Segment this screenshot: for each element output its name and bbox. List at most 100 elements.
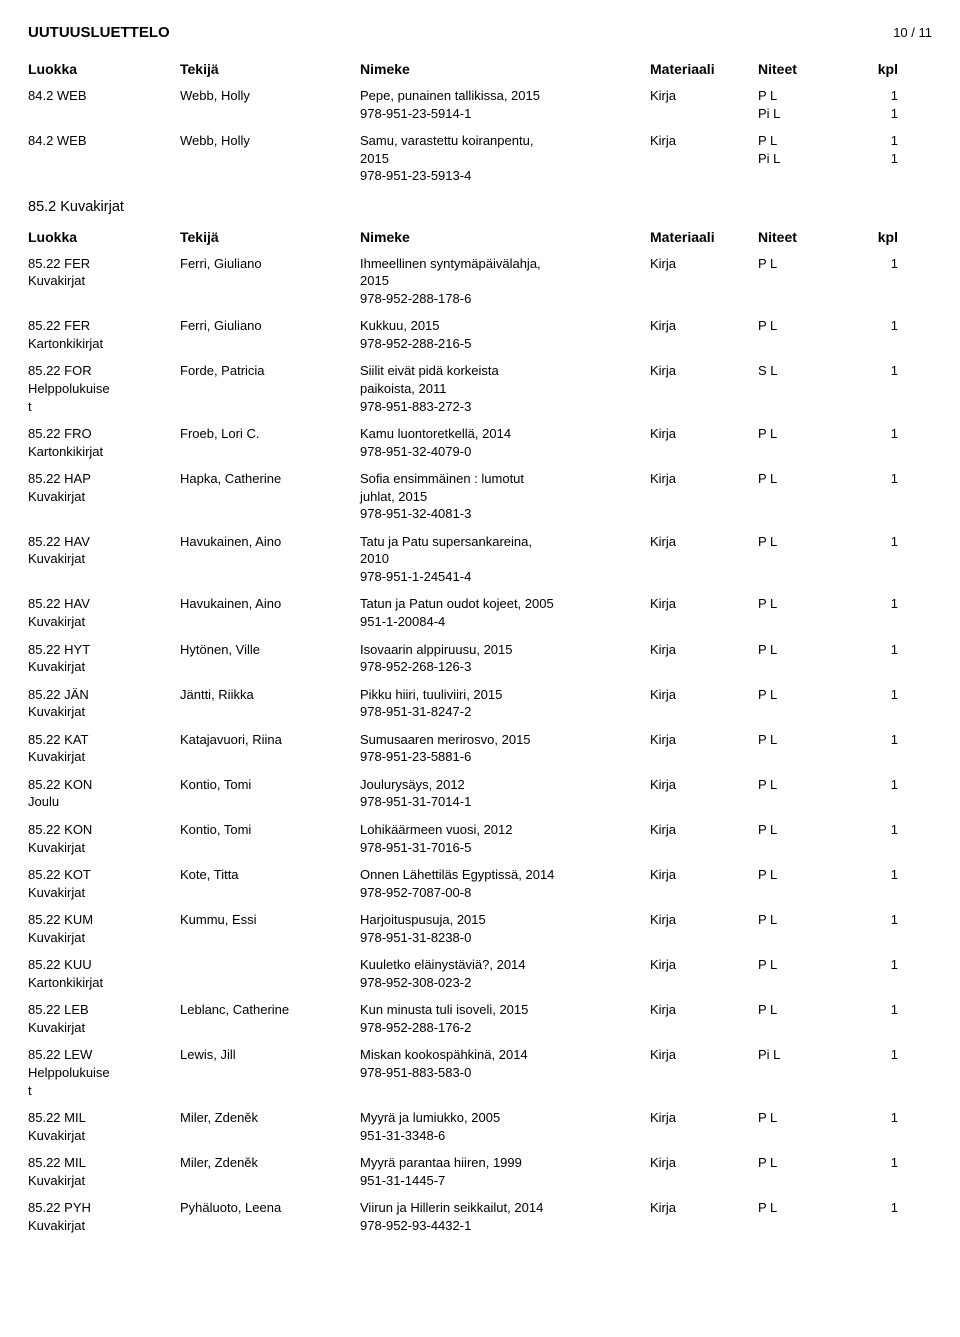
cell-materiaali: Kirja — [650, 956, 758, 991]
cell-tekija: Miler, Zdeněk — [180, 1154, 360, 1189]
cell-luokka: 85.22 KONKuvakirjat — [28, 821, 180, 856]
cell-niteet: P LPi L — [758, 87, 858, 122]
cell-materiaali: Kirja — [650, 1046, 758, 1099]
cell-tekija: Katajavuori, Riina — [180, 731, 360, 766]
cell-materiaali: Kirja — [650, 533, 758, 586]
cell-niteet: P L — [758, 470, 858, 523]
cell-kpl: 1 — [858, 641, 898, 676]
cell-materiaali: Kirja — [650, 255, 758, 308]
cell-niteet: P L — [758, 1001, 858, 1036]
cell-tekija: Forde, Patricia — [180, 362, 360, 415]
cell-tekija: Leblanc, Catherine — [180, 1001, 360, 1036]
cell-materiaali: Kirja — [650, 686, 758, 721]
cell-kpl: 1 — [858, 470, 898, 523]
cell-luokka: 84.2 WEB — [28, 87, 180, 122]
cell-nimeke: Samu, varastettu koiranpentu,2015978-951… — [360, 132, 650, 185]
cell-nimeke: Onnen Lähettiläs Egyptissä, 2014978-952-… — [360, 866, 650, 901]
cell-luokka: 85.22 FORHelppolukuiset — [28, 362, 180, 415]
section2-title: 85.2 Kuvakirjat — [28, 199, 932, 215]
cell-kpl: 1 — [858, 1199, 898, 1234]
cell-materiaali: Kirja — [650, 821, 758, 856]
section1-rows: 84.2 WEBWebb, HollyPepe, punainen tallik… — [28, 87, 932, 185]
cell-luokka: 85.22 LEBKuvakirjat — [28, 1001, 180, 1036]
cell-luokka: 85.22 FERKartonkikirjat — [28, 317, 180, 352]
table-row: 85.22 LEBKuvakirjatLeblanc, CatherineKun… — [28, 1001, 932, 1036]
cell-niteet: P L — [758, 255, 858, 308]
table-row: 85.22 HYTKuvakirjatHytönen, VilleIsovaar… — [28, 641, 932, 676]
cell-nimeke: Kamu luontoretkellä, 2014978-951-32-4079… — [360, 425, 650, 460]
cell-luokka: 85.22 HYTKuvakirjat — [28, 641, 180, 676]
cell-nimeke: Sofia ensimmäinen : lumotutjuhlat, 20159… — [360, 470, 650, 523]
cell-tekija: Ferri, Giuliano — [180, 255, 360, 308]
table-row: 85.22 JÄNKuvakirjatJäntti, RiikkaPikku h… — [28, 686, 932, 721]
section2-rows: 85.22 FERKuvakirjatFerri, GiulianoIhmeel… — [28, 255, 932, 1235]
cell-niteet: P L — [758, 533, 858, 586]
column-headers-1: Luokka Tekijä Nimeke Materiaali Niteet k… — [28, 61, 932, 77]
cell-niteet: P L — [758, 956, 858, 991]
col-luokka: Luokka — [28, 61, 180, 77]
doc-title: UUTUUSLUETTELO — [28, 24, 170, 41]
cell-materiaali: Kirja — [650, 317, 758, 352]
cell-materiaali: Kirja — [650, 470, 758, 523]
cell-kpl: 1 — [858, 731, 898, 766]
cell-materiaali: Kirja — [650, 595, 758, 630]
table-row: 85.22 FERKartonkikirjatFerri, GiulianoKu… — [28, 317, 932, 352]
cell-nimeke: Kukkuu, 2015978-952-288-216-5 — [360, 317, 650, 352]
cell-kpl: 1 — [858, 1046, 898, 1099]
cell-kpl: 1 — [858, 595, 898, 630]
cell-luokka: 85.22 JÄNKuvakirjat — [28, 686, 180, 721]
cell-tekija: Ferri, Giuliano — [180, 317, 360, 352]
cell-kpl: 11 — [858, 87, 898, 122]
cell-materiaali: Kirja — [650, 362, 758, 415]
cell-nimeke: Isovaarin alppiruusu, 2015978-952-268-12… — [360, 641, 650, 676]
table-row: 84.2 WEBWebb, HollySamu, varastettu koir… — [28, 132, 932, 185]
cell-kpl: 1 — [858, 866, 898, 901]
cell-tekija: Kote, Titta — [180, 866, 360, 901]
table-row: 85.22 HAPKuvakirjatHapka, CatherineSofia… — [28, 470, 932, 523]
cell-kpl: 1 — [858, 317, 898, 352]
cell-niteet: P L — [758, 866, 858, 901]
cell-kpl: 1 — [858, 911, 898, 946]
cell-kpl: 1 — [858, 255, 898, 308]
cell-nimeke: Sumusaaren merirosvo, 2015978-951-23-588… — [360, 731, 650, 766]
page-number: 10 / 11 — [893, 25, 932, 40]
cell-tekija: Kontio, Tomi — [180, 776, 360, 811]
cell-nimeke: Tatu ja Patu supersankareina,2010978-951… — [360, 533, 650, 586]
cell-kpl: 11 — [858, 132, 898, 185]
col-niteet: Niteet — [758, 61, 858, 77]
col-materiaali: Materiaali — [650, 61, 758, 77]
cell-niteet: P L — [758, 911, 858, 946]
cell-tekija: Kummu, Essi — [180, 911, 360, 946]
cell-tekija: Hapka, Catherine — [180, 470, 360, 523]
cell-materiaali: Kirja — [650, 1109, 758, 1144]
cell-luokka: 85.22 MILKuvakirjat — [28, 1109, 180, 1144]
cell-tekija: Havukainen, Aino — [180, 533, 360, 586]
cell-kpl: 1 — [858, 776, 898, 811]
cell-luokka: 85.22 KONJoulu — [28, 776, 180, 811]
cell-tekija: Havukainen, Aino — [180, 595, 360, 630]
cell-materiaali: Kirja — [650, 1154, 758, 1189]
cell-niteet: P L — [758, 1199, 858, 1234]
col-luokka: Luokka — [28, 229, 180, 245]
cell-kpl: 1 — [858, 1001, 898, 1036]
col-nimeke: Nimeke — [360, 229, 650, 245]
cell-luokka: 84.2 WEB — [28, 132, 180, 185]
cell-luokka: 85.22 PYHKuvakirjat — [28, 1199, 180, 1234]
cell-kpl: 1 — [858, 686, 898, 721]
cell-tekija: Miler, Zdeněk — [180, 1109, 360, 1144]
cell-materiaali: Kirja — [650, 1199, 758, 1234]
table-row: 85.22 MILKuvakirjatMiler, ZdeněkMyyrä ja… — [28, 1109, 932, 1144]
cell-tekija: Kontio, Tomi — [180, 821, 360, 856]
cell-niteet: P LPi L — [758, 132, 858, 185]
cell-luokka: 85.22 KOTKuvakirjat — [28, 866, 180, 901]
cell-niteet: P L — [758, 1109, 858, 1144]
table-row: 85.22 FORHelppolukuisetForde, PatriciaSi… — [28, 362, 932, 415]
cell-luokka: 85.22 HAVKuvakirjat — [28, 595, 180, 630]
cell-kpl: 1 — [858, 1154, 898, 1189]
cell-nimeke: Ihmeellinen syntymäpäivälahja,2015978-95… — [360, 255, 650, 308]
cell-nimeke: Kun minusta tuli isoveli, 2015978-952-28… — [360, 1001, 650, 1036]
col-kpl: kpl — [858, 229, 898, 245]
cell-luokka: 85.22 HAPKuvakirjat — [28, 470, 180, 523]
cell-tekija: Hytönen, Ville — [180, 641, 360, 676]
table-row: 85.22 KUMKuvakirjatKummu, EssiHarjoitusp… — [28, 911, 932, 946]
